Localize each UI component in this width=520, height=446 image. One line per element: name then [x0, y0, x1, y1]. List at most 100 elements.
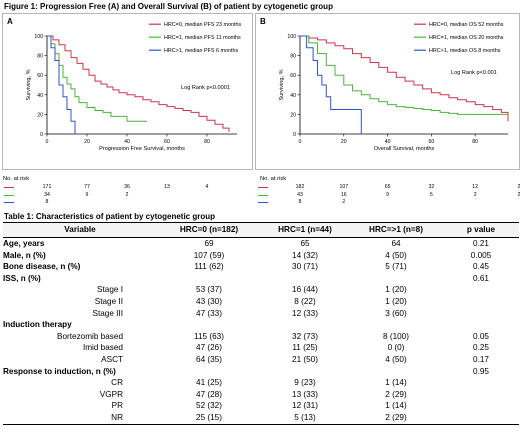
value-cell: 13 (33): [292, 389, 318, 399]
row-label: Imid based: [82, 343, 123, 353]
risk-value: 43: [297, 191, 303, 198]
y-tick-label: 80: [290, 54, 296, 60]
y-tick-label: 20: [290, 112, 296, 118]
row-label: VGPR: [99, 389, 123, 399]
p-value-cell: 0.005: [470, 250, 492, 260]
value-cell: 0 (0): [387, 343, 405, 353]
series-line-2: [47, 35, 76, 134]
characteristics-table: Variable HRC=0 (n=182) HRC=1 (n=44) HRC=…: [3, 222, 519, 425]
series-line-0: [300, 35, 509, 122]
row-label: Bone disease, n (%): [3, 262, 81, 272]
value-cell: [349, 366, 443, 378]
y-tick-label: 20: [37, 112, 43, 118]
legend-label: HRC=1, median OS 20 months: [429, 35, 504, 41]
table-row: Bone disease, n (%) 111 (62) 30 (71) 5 (71)…: [3, 261, 519, 273]
p-value-cell: [443, 284, 519, 296]
y-tick-label: 60: [37, 73, 43, 79]
table-header-row: Variable HRC=0 (n=182) HRC=1 (n=44) HRC=…: [3, 222, 519, 238]
risk-value: 4: [205, 184, 209, 190]
value-cell: 16 (44): [292, 285, 318, 295]
table-row: Stage II 43 (30) 8 (22) 1 (20): [3, 296, 519, 308]
x-tick-label: 60: [428, 139, 434, 145]
p-value-cell: [443, 411, 519, 425]
value-cell: [157, 273, 261, 285]
risk-value: 2: [517, 191, 520, 198]
header-hrc2: HRC=>1 (n=8): [349, 222, 443, 238]
panel-letter: A: [7, 17, 13, 26]
p-value-cell: 0.21: [473, 239, 489, 248]
value-cell: 64 (35): [196, 354, 222, 364]
value-cell: 2 (29): [349, 411, 443, 425]
row-label: Stage I: [97, 285, 123, 295]
table-row: Bortezomib based 115 (63) 32 (73) 8 (100) 0.…: [3, 331, 519, 343]
row-label: Response to induction, n (%): [3, 366, 116, 376]
legend-label: HRC=0, median PFS 23 months: [164, 22, 241, 28]
series-line-1: [47, 35, 147, 122]
table-row: ISS, n (%) 0.61: [3, 273, 519, 285]
table-row: NR 25 (15) 5 (13) 2 (29): [3, 411, 519, 425]
p-value-cell: 0.05: [473, 331, 489, 341]
row-label: Stage II: [94, 296, 123, 306]
value-cell: 4 (50): [385, 250, 407, 260]
header-p-value: p value: [443, 222, 519, 238]
x-tick-label: 60: [164, 139, 170, 145]
row-label: ASCT: [101, 354, 123, 364]
risk-value: 182: [295, 184, 305, 190]
y-tick-label: 40: [37, 93, 43, 99]
risk-value: 171: [42, 184, 52, 190]
value-cell: [349, 319, 443, 331]
series-line-0: [47, 35, 230, 132]
risk-value: 77: [84, 184, 90, 190]
header-hrc0: HRC=0 (n=182): [157, 222, 261, 238]
p-value-cell: [443, 319, 519, 331]
risk-title: No. at risk: [3, 176, 30, 182]
table-row: Age, years 69 65 64 0.21: [3, 238, 519, 250]
value-cell: 11 (25): [292, 343, 318, 353]
value-cell: 1 (14): [385, 378, 407, 388]
value-cell: [157, 366, 261, 378]
value-cell: 43 (30): [196, 296, 222, 306]
table-row: CR 41 (25) 9 (23) 1 (14): [3, 377, 519, 389]
value-cell: 107 (59): [193, 250, 225, 260]
value-cell: 69: [204, 239, 214, 248]
table-row: ASCT 64 (35) 21 (50) 4 (50) 0.17: [3, 354, 519, 366]
risk-row-swatch: [258, 202, 268, 203]
p-value-cell: 0.61: [473, 273, 489, 283]
value-cell: 64: [391, 239, 401, 248]
value-cell: 52 (32): [196, 401, 222, 411]
value-cell: 9 (23): [294, 378, 316, 388]
x-tick-label: 80: [472, 139, 478, 145]
table-row: Induction therapy: [3, 319, 519, 331]
row-label: PR: [111, 401, 123, 411]
risk-value: 13: [164, 184, 170, 190]
risk-value: 36: [124, 184, 130, 190]
p-value-cell: [443, 296, 519, 308]
x-tick-label: 80: [204, 139, 210, 145]
value-cell: 25 (15): [157, 411, 261, 425]
value-cell: [349, 273, 443, 285]
y-tick-label: 100: [287, 34, 296, 40]
p-value-cell: [443, 308, 519, 320]
y-tick-label: 80: [37, 54, 43, 60]
logrank-label: Log Rank p<0.001: [451, 70, 497, 76]
series-line-2: [300, 35, 362, 134]
os-chart: B 0 20 40 60 80 100 0 20 40 60 80 Overall Survival, …: [260, 17, 509, 152]
y-tick-label: 0: [40, 132, 43, 138]
logrank-label: Log Rank p<0.0001: [181, 85, 230, 91]
p-value-cell: 0.45: [473, 262, 489, 272]
risk-row-swatch: [4, 187, 14, 188]
risk-value: 8: [45, 199, 49, 205]
value-cell: 115 (63): [194, 331, 224, 341]
x-tick-label: 40: [124, 139, 130, 145]
risk-value: 9: [386, 191, 390, 198]
x-axis-label: Overall Survival, months: [374, 146, 435, 152]
risk-value: 2: [125, 191, 129, 198]
risk-value: 16: [340, 191, 347, 198]
value-cell: 65: [300, 239, 310, 248]
x-tick-label: 20: [84, 139, 90, 145]
value-cell: [261, 319, 349, 331]
table-row: Male, n (%) 107 (59) 14 (32) 4 (50) 0.005: [3, 250, 519, 262]
risk-row-swatch: [258, 194, 268, 196]
x-tick-label: 0: [299, 139, 302, 145]
value-cell: 2 (29): [385, 389, 407, 399]
